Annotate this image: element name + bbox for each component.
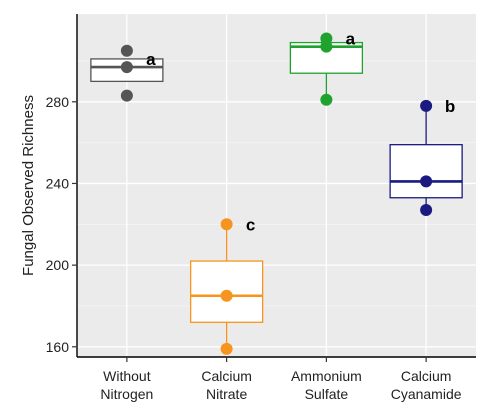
x-tick-label-line: Nitrogen [100, 386, 153, 402]
y-axis-title: Fungal Observed Richness [20, 95, 37, 276]
data-point [320, 93, 333, 106]
significance-letter: a [346, 30, 356, 49]
x-tick-label-line: Nitrate [206, 386, 247, 402]
x-tick-label-line: Sulfate [305, 386, 349, 402]
x-tick-label-line: Ammonium [291, 368, 362, 384]
data-point [320, 32, 333, 45]
data-point [120, 61, 133, 74]
data-point [420, 99, 433, 112]
y-tick-label: 160 [46, 339, 70, 355]
x-tick-label: Ammonium Sulfate [291, 368, 362, 402]
data-point [120, 44, 133, 57]
data-point [220, 342, 233, 355]
x-tick-label: Calcium Cyanamide [391, 368, 462, 402]
data-point [120, 89, 133, 102]
x-tick-label: Without Nitrogen [100, 368, 153, 402]
x-tick-label-line: Calcium [401, 368, 452, 384]
x-tick-label-line: Calcium [201, 368, 252, 384]
data-point [220, 289, 233, 302]
data-point [420, 204, 433, 216]
box-group: a [289, 30, 364, 106]
significance-letter: c [246, 215, 255, 234]
y-tick-label: 280 [46, 94, 70, 110]
y-tick-label: 200 [46, 257, 70, 273]
data-point [220, 218, 233, 231]
significance-letter: b [445, 97, 455, 116]
x-tick-label-line: Cyanamide [391, 386, 462, 402]
box-group: b [389, 97, 463, 216]
data-point [420, 175, 433, 188]
y-tick-label: 240 [46, 175, 70, 191]
x-tick-label: Calcium Nitrate [201, 368, 252, 402]
x-tick-label-line: Without [103, 368, 151, 384]
box-iqr [389, 144, 463, 199]
box-group: a [90, 44, 164, 102]
significance-letter: a [146, 50, 156, 69]
box-group: c [189, 215, 264, 355]
